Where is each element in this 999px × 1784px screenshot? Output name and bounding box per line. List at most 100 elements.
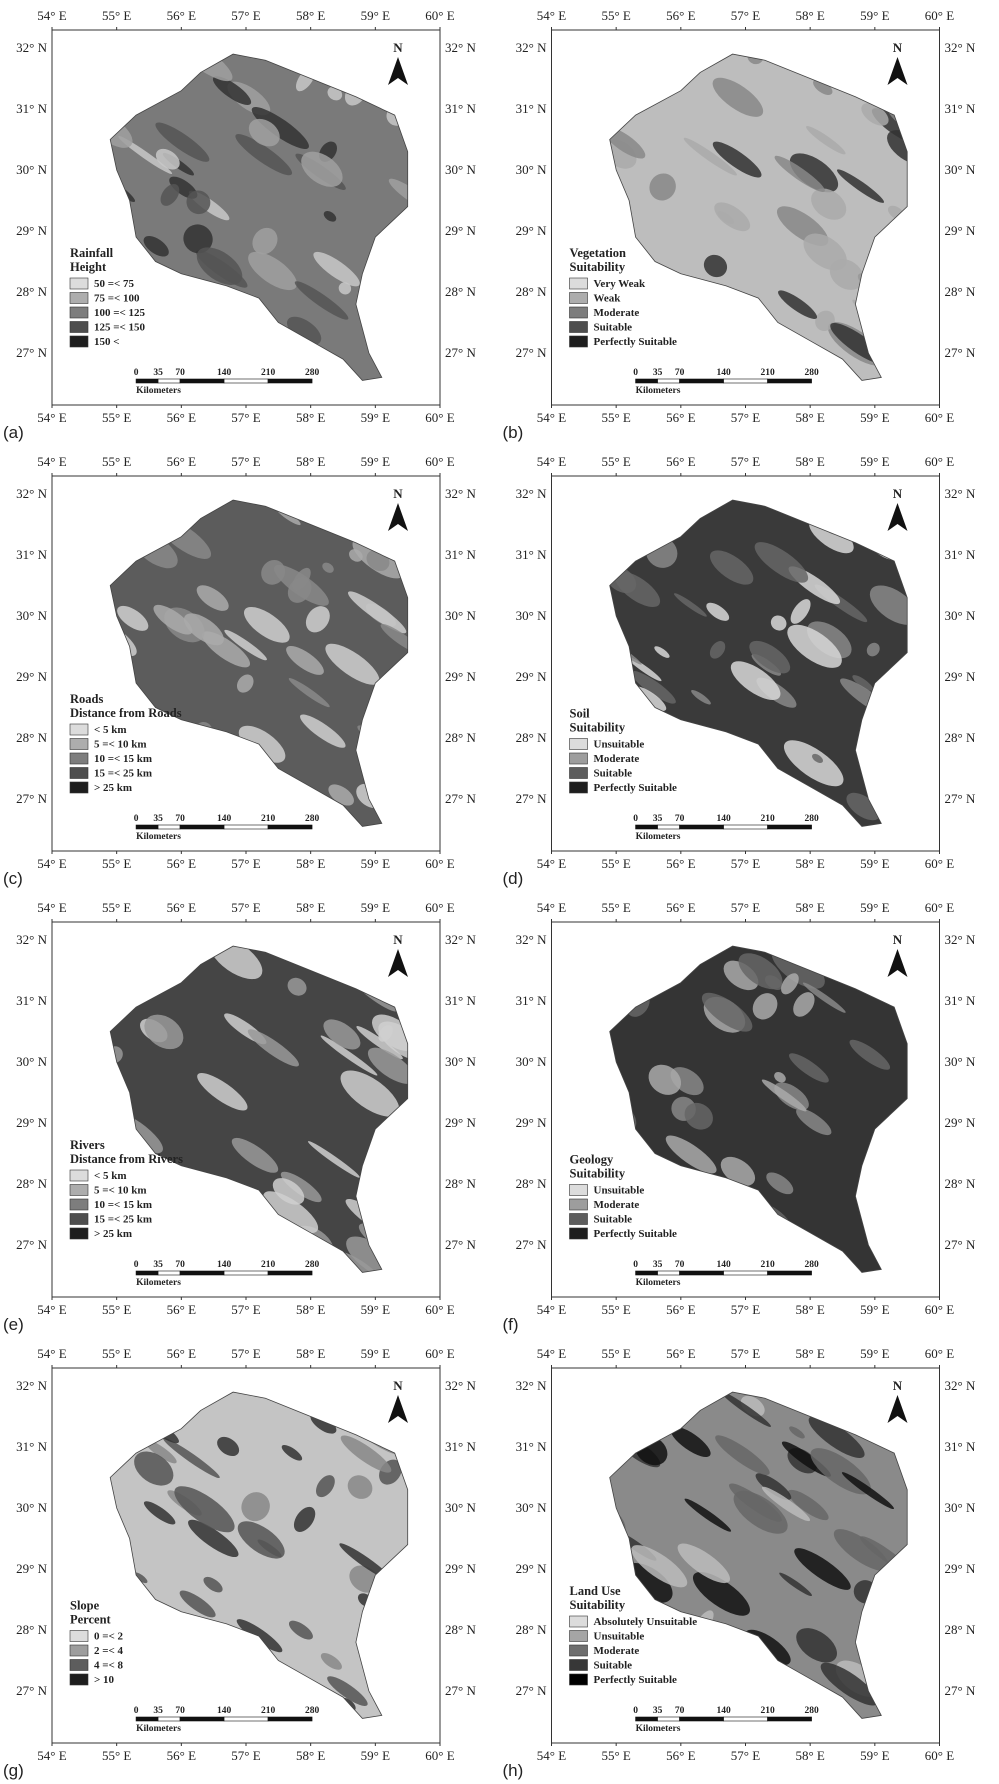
lat-label: 29° N bbox=[516, 1561, 547, 1576]
lat-label: 28° N bbox=[16, 1622, 47, 1637]
lat-label: 27° N bbox=[445, 345, 476, 360]
lat-label: 30° N bbox=[945, 1500, 976, 1515]
scale-unit: Kilometers bbox=[636, 832, 681, 842]
scale-label: 70 bbox=[175, 1706, 185, 1716]
lon-label: 56° E bbox=[167, 410, 196, 425]
scale-segment bbox=[680, 1271, 724, 1275]
scale-label: 210 bbox=[261, 1260, 276, 1270]
lon-label: 59° E bbox=[361, 900, 390, 915]
lat-label: 28° N bbox=[445, 1622, 476, 1637]
lat-label: 27° N bbox=[516, 345, 547, 360]
lon-label: 55° E bbox=[601, 1302, 630, 1317]
lat-label: 27° N bbox=[945, 345, 976, 360]
lon-label: 59° E bbox=[361, 8, 390, 23]
legend-label: 10 =< 15 km bbox=[94, 1199, 152, 1211]
lon-label: 57° E bbox=[731, 8, 760, 23]
lon-label: 54° E bbox=[537, 1748, 566, 1763]
scale-segment bbox=[658, 1717, 680, 1721]
legend-swatch bbox=[70, 293, 88, 304]
lat-label: 31° N bbox=[945, 993, 976, 1008]
scale-label: 0 bbox=[633, 368, 638, 378]
lat-label: 27° N bbox=[945, 1683, 976, 1698]
north-label: N bbox=[393, 932, 403, 947]
legend-label: 15 =< 25 km bbox=[94, 768, 152, 780]
scale-unit: Kilometers bbox=[136, 832, 181, 842]
lon-label: 55° E bbox=[102, 1346, 131, 1361]
lat-label: 29° N bbox=[16, 1115, 47, 1130]
legend-swatch bbox=[70, 1674, 88, 1685]
panel-label: (a) bbox=[3, 423, 24, 442]
lon-label: 54° E bbox=[37, 8, 66, 23]
legend-label: Absolutely Unsuitable bbox=[594, 1616, 698, 1628]
lon-label: 57° E bbox=[731, 1346, 760, 1361]
scale-label: 70 bbox=[175, 814, 185, 824]
lon-label: 56° E bbox=[666, 900, 695, 915]
lat-label: 28° N bbox=[516, 1176, 547, 1191]
lon-label: 55° E bbox=[601, 1748, 630, 1763]
lon-label: 58° E bbox=[296, 1302, 325, 1317]
lat-label: 30° N bbox=[945, 1054, 976, 1069]
lon-label: 54° E bbox=[37, 1748, 66, 1763]
lon-label: 54° E bbox=[37, 900, 66, 915]
lon-label: 59° E bbox=[860, 856, 889, 871]
lat-label: 30° N bbox=[445, 1054, 476, 1069]
scale-label: 140 bbox=[217, 1706, 232, 1716]
legend-title: Slope bbox=[70, 1599, 100, 1613]
lon-label: 55° E bbox=[601, 8, 630, 23]
scale-label: 70 bbox=[175, 1260, 185, 1270]
lat-label: 28° N bbox=[945, 1622, 976, 1637]
lon-label: 59° E bbox=[860, 8, 889, 23]
lat-label: 30° N bbox=[16, 1054, 47, 1069]
lon-label: 60° E bbox=[425, 8, 454, 23]
scale-segment bbox=[136, 1717, 158, 1721]
lon-label: 54° E bbox=[37, 1346, 66, 1361]
lon-label: 56° E bbox=[666, 8, 695, 23]
lon-label: 58° E bbox=[795, 1302, 824, 1317]
legend-title: Distance from Rivers bbox=[70, 1152, 183, 1166]
lat-label: 28° N bbox=[945, 284, 976, 299]
scale-segment bbox=[224, 1717, 268, 1721]
lon-label: 58° E bbox=[795, 410, 824, 425]
lat-label: 29° N bbox=[445, 1115, 476, 1130]
scale-label: 210 bbox=[760, 1260, 775, 1270]
lon-label: 58° E bbox=[296, 454, 325, 469]
scale-label: 70 bbox=[175, 368, 185, 378]
lat-label: 28° N bbox=[516, 730, 547, 745]
legend-swatch bbox=[570, 1185, 588, 1196]
legend-label: 4 =< 8 bbox=[94, 1660, 124, 1672]
scale-label: 70 bbox=[675, 1706, 685, 1716]
lat-label: 32° N bbox=[445, 486, 476, 501]
lat-label: 30° N bbox=[945, 608, 976, 623]
scale-segment bbox=[180, 379, 224, 383]
lon-label: 60° E bbox=[425, 454, 454, 469]
map-panel: 54° E54° E55° E55° E56° E56° E57° E57° E… bbox=[3, 454, 476, 888]
scale-segment bbox=[136, 825, 158, 829]
scale-segment bbox=[768, 379, 812, 383]
lon-label: 58° E bbox=[296, 8, 325, 23]
figure: 54° E 54° E 55° E 55° E 56° E 56° E 57° E 57° E… bbox=[0, 0, 999, 1784]
scale-label: 70 bbox=[675, 368, 685, 378]
lat-label: 31° N bbox=[445, 101, 476, 116]
lon-label: 60° E bbox=[925, 1346, 954, 1361]
lon-label: 60° E bbox=[425, 1302, 454, 1317]
lat-label: 29° N bbox=[445, 223, 476, 238]
scale-label: 280 bbox=[804, 814, 819, 824]
legend-title: Height bbox=[70, 260, 107, 274]
scale-label: 0 bbox=[633, 1706, 638, 1716]
lat-label: 28° N bbox=[16, 1176, 47, 1191]
scale-label: 0 bbox=[134, 1260, 139, 1270]
lon-label: 54° E bbox=[537, 900, 566, 915]
lat-label: 31° N bbox=[945, 1439, 976, 1454]
scale-segment bbox=[680, 1717, 724, 1721]
legend-swatch bbox=[570, 753, 588, 764]
lon-label: 55° E bbox=[601, 856, 630, 871]
lon-label: 57° E bbox=[731, 856, 760, 871]
lon-label: 60° E bbox=[925, 8, 954, 23]
lon-label: 58° E bbox=[795, 1346, 824, 1361]
scale-segment bbox=[680, 379, 724, 383]
legend-swatch bbox=[570, 1214, 588, 1225]
north-label: N bbox=[893, 486, 903, 501]
legend-swatch bbox=[570, 1645, 588, 1656]
legend-swatch bbox=[70, 322, 88, 333]
lon-label: 57° E bbox=[231, 900, 260, 915]
